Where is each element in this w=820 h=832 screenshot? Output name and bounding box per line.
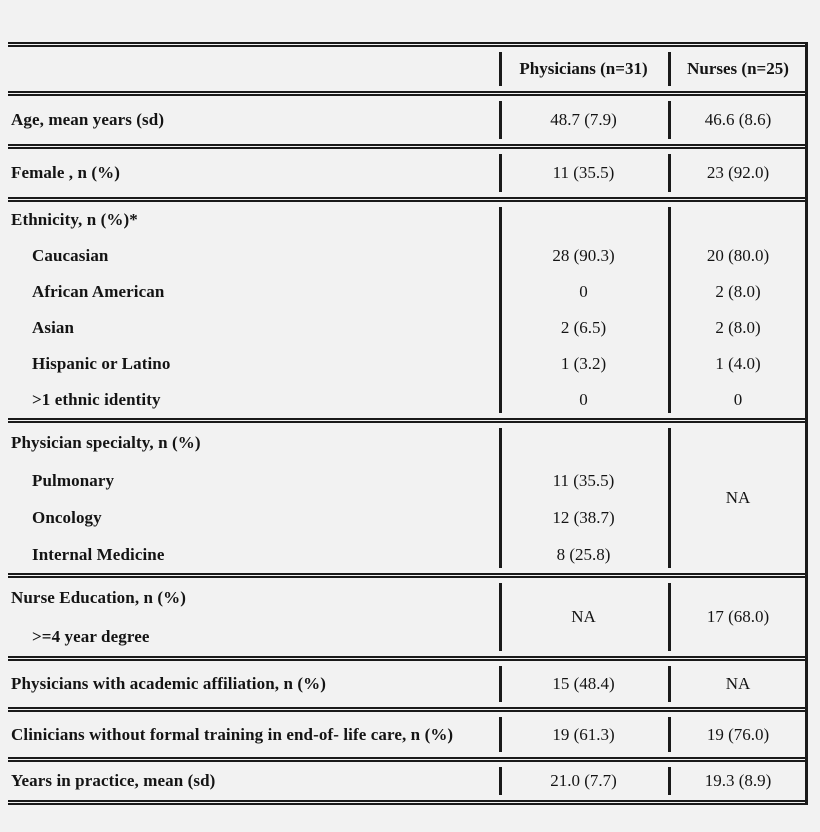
- group-label: Physician specialty, n (%): [11, 432, 201, 452]
- row-label: >1 ethnic identity: [32, 390, 161, 409]
- empty-cell: [499, 202, 668, 238]
- section-nurse-education: Nurse Education, n (%) >=4 year degree N…: [8, 578, 808, 656]
- nurses-merged-value: NA: [725, 488, 751, 507]
- column-divider: [499, 52, 502, 86]
- column-divider: [499, 666, 502, 702]
- row-label: Internal Medicine: [32, 544, 165, 564]
- section-rule: [8, 757, 808, 762]
- physicians-value: 11 (35.5): [552, 163, 615, 182]
- nurses-value: 2 (8.0): [715, 318, 761, 337]
- section-rule: [8, 418, 808, 423]
- physicians-value: 0: [579, 390, 588, 409]
- nurses-value: 19 (76.0): [706, 724, 770, 744]
- row-label: Years in practice, mean (sd): [11, 771, 216, 790]
- column-divider: [668, 52, 671, 86]
- row-label: Age, mean years (sd): [11, 110, 165, 129]
- row-label: Clinicians without formal training in en…: [11, 724, 454, 744]
- column-divider: [499, 154, 502, 192]
- row-label: African American: [32, 282, 165, 301]
- group-label: Nurse Education, n (%): [11, 587, 187, 607]
- table-bottom-rule: [8, 800, 808, 805]
- column-divider: [499, 207, 502, 413]
- physicians-value: 15 (48.4): [552, 674, 615, 693]
- column-divider: [499, 101, 502, 139]
- column-divider: [499, 583, 502, 651]
- header-empty-cell: [8, 47, 499, 91]
- row-years-in-practice: Years in practice, mean (sd) 21.0 (7.7) …: [8, 762, 808, 800]
- section-rule: [8, 573, 808, 578]
- row-age: Age, mean years (sd) 48.7 (7.9) 46.6 (8.…: [8, 96, 808, 144]
- nurses-value: 2 (8.0): [715, 282, 761, 301]
- physicians-value: 28 (90.3): [552, 246, 615, 265]
- empty-cell: [668, 202, 808, 238]
- section-rule: [8, 707, 808, 712]
- nurses-value: 0: [733, 390, 743, 409]
- column-divider: [499, 428, 502, 568]
- column-header-physicians: Physicians (n=31): [519, 59, 648, 78]
- empty-cell: [499, 423, 668, 462]
- nurses-value: 1 (4.0): [715, 354, 761, 373]
- physicians-value: 0: [579, 282, 588, 301]
- row-label: Physicians with academic affiliation, n …: [11, 674, 327, 693]
- column-divider: [668, 101, 671, 139]
- table-right-border: [805, 42, 808, 805]
- nurses-merged-value: 17 (68.0): [706, 607, 770, 626]
- physicians-value: 11 (35.5): [552, 470, 615, 490]
- nurses-value: 23 (92.0): [706, 163, 770, 182]
- column-divider: [668, 717, 671, 752]
- row-academic-affiliation: Physicians with academic affiliation, n …: [8, 661, 808, 707]
- column-divider: [668, 767, 671, 795]
- nurses-value: 20 (80.0): [706, 246, 770, 265]
- nurses-value: 19.3 (8.9): [704, 771, 772, 790]
- section-rule: [8, 197, 808, 202]
- physicians-value: 1 (3.2): [560, 354, 607, 373]
- row-label: Female , n (%): [11, 163, 121, 182]
- physicians-value: 48.7 (7.9): [550, 110, 617, 129]
- physicians-value: 12 (38.7): [552, 507, 615, 527]
- participant-characteristics-table: Physicians (n=31) Nurses (n=25) Age, mea…: [8, 42, 808, 805]
- section-physician-specialty: Physician specialty, n (%) Pulmonary Onc…: [8, 423, 808, 573]
- header-row: Physicians (n=31) Nurses (n=25): [8, 47, 808, 91]
- section-ethnicity: Ethnicity, n (%)* Caucasian African Amer…: [8, 202, 808, 418]
- group-label: Ethnicity, n (%)*: [11, 210, 138, 229]
- row-formal-training: Clinicians without formal training in en…: [8, 712, 808, 757]
- physicians-value: 8 (25.8): [556, 544, 611, 564]
- row-label: Hispanic or Latino: [32, 354, 171, 373]
- physicians-value: 19 (61.3): [552, 724, 615, 744]
- column-divider: [668, 428, 671, 568]
- column-divider: [499, 717, 502, 752]
- section-rule: [8, 656, 808, 661]
- row-label: Pulmonary: [32, 470, 115, 490]
- physicians-value: 2 (6.5): [560, 318, 607, 337]
- row-label: >=4 year degree: [32, 626, 150, 646]
- physicians-merged-value: NA: [571, 607, 596, 626]
- physicians-value: 21.0 (7.7): [550, 771, 617, 790]
- section-rule: [8, 91, 808, 96]
- row-label: Caucasian: [32, 246, 109, 265]
- row-label: Oncology: [32, 507, 102, 527]
- column-divider: [668, 154, 671, 192]
- nurses-value: 46.6 (8.6): [704, 110, 772, 129]
- nurses-value: NA: [725, 674, 751, 693]
- row-female: Female , n (%) 11 (35.5) 23 (92.0): [8, 149, 808, 197]
- section-rule: [8, 144, 808, 149]
- column-divider: [668, 666, 671, 702]
- column-divider: [668, 207, 671, 413]
- column-header-nurses: Nurses (n=25): [687, 59, 789, 78]
- column-divider: [668, 583, 671, 651]
- row-label: Asian: [32, 318, 75, 337]
- table-top-rule: [8, 42, 808, 47]
- column-divider: [499, 767, 502, 795]
